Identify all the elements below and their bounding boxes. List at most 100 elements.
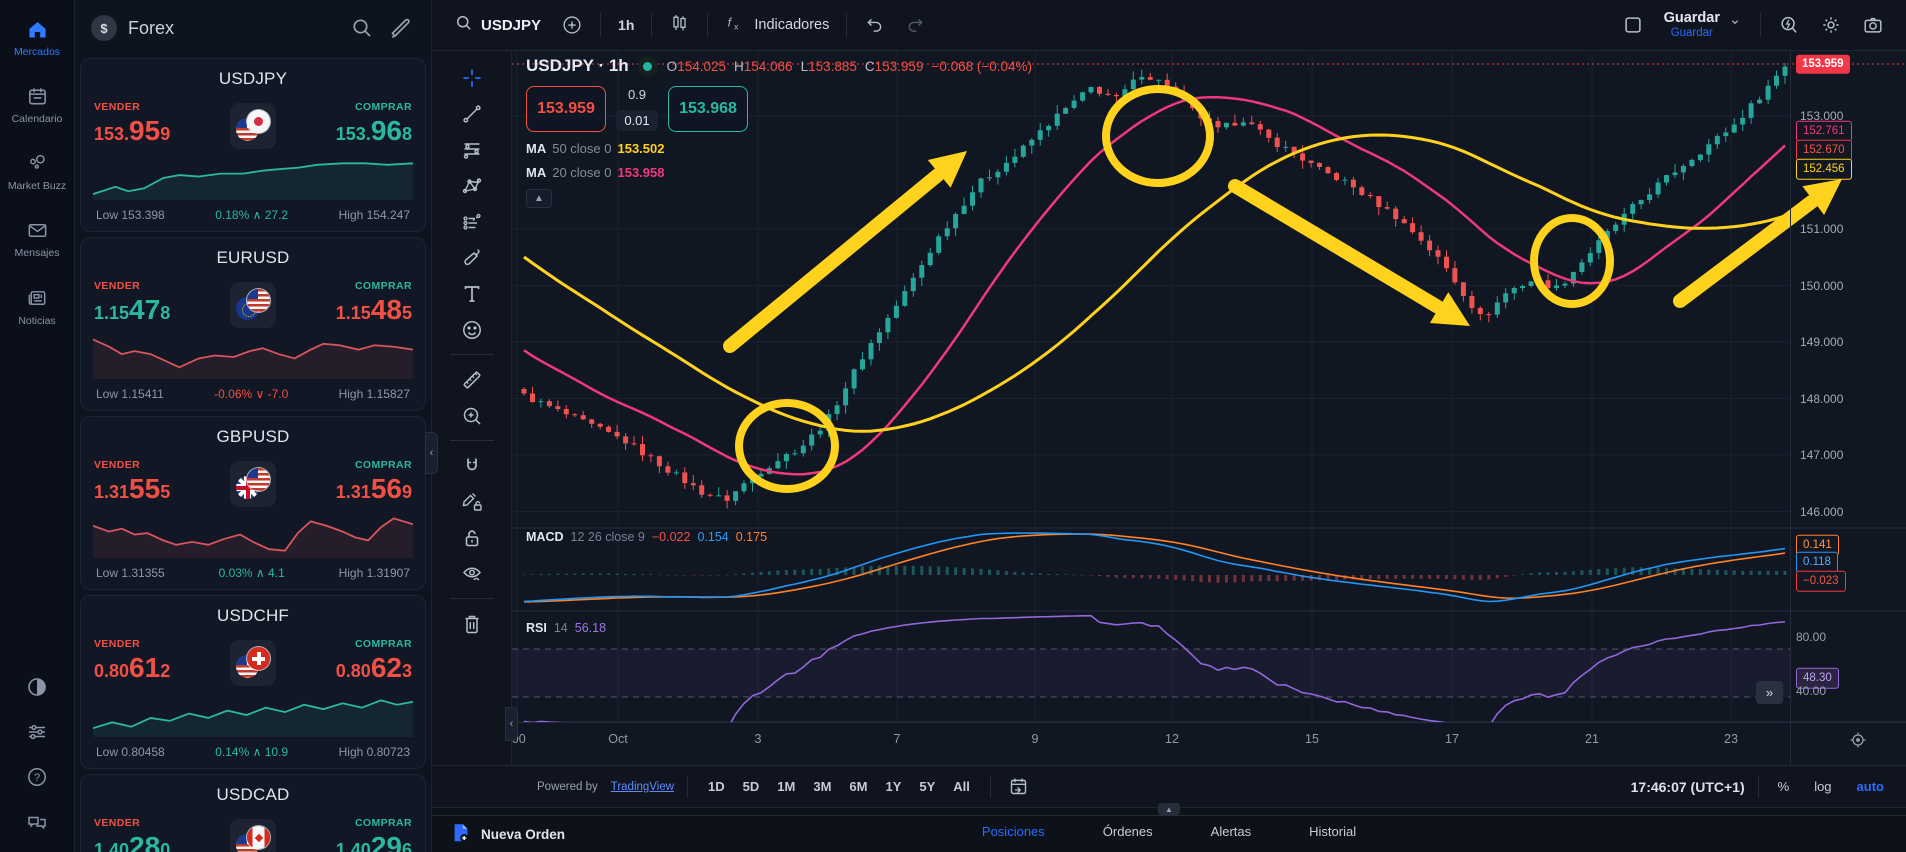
sidebar-item-calendario[interactable]: Calendario [0, 85, 74, 126]
brush-icon[interactable] [454, 241, 490, 274]
interval-button[interactable]: 1h [618, 17, 635, 33]
drawing-toolbar [432, 51, 512, 765]
watchlist-card-EURUSD[interactable]: EURUSD VENDER 1.15478 COMPRAR 1.15485 Low … [80, 237, 426, 411]
buy-quote[interactable]: COMPRAR 0.80623 [294, 634, 412, 686]
sidebar-button-tema[interactable] [21, 671, 53, 703]
price-axis-label: 147.000 [1800, 448, 1844, 462]
sell-label: VENDER [94, 817, 141, 829]
go-to-date-icon[interactable] [1004, 774, 1033, 799]
buy-quote[interactable]: COMPRAR 1.31569 [294, 455, 412, 507]
chart-type-button[interactable] [661, 6, 698, 44]
watchlist-card-USDJPY[interactable]: USDJPY VENDER 153.959 COMPRAR 153.968 Low … [80, 58, 426, 232]
range-button-5D[interactable]: 5D [742, 779, 760, 794]
lock-icon[interactable] [454, 521, 490, 554]
sell-quote[interactable]: VENDER 1.15478 [94, 276, 212, 328]
order-tabs: Posiciones Órdenes Alertas Historial [982, 824, 1356, 839]
tab-alertas[interactable]: Alertas [1210, 824, 1252, 839]
magnet-icon[interactable] [454, 449, 490, 482]
watchlist-card-USDCHF[interactable]: USDCHF VENDER 0.80612 COMPRAR 0.80623 Low … [80, 595, 426, 769]
home-icon [26, 18, 49, 41]
price-axis[interactable]: 153.000 151.000 150.000 149.000 148.000 147.0… [1790, 51, 1906, 765]
sidebar-button-chat[interactable] [21, 806, 53, 838]
svg-text:f: f [728, 15, 733, 29]
forecast-icon[interactable] [454, 205, 490, 238]
eye-hide-icon[interactable] [454, 557, 490, 590]
search-icon[interactable] [348, 14, 376, 42]
range-button-1M[interactable]: 1M [777, 779, 796, 794]
ma20-legend[interactable]: MA 20 close 0 153.958 [526, 165, 665, 180]
chart-stage[interactable]: USDJPY · 1h O154.025 H154.066 L153.885 C… [512, 51, 1906, 765]
auto-scale-button[interactable]: auto [1856, 779, 1884, 794]
emoji-icon[interactable] [454, 313, 490, 346]
price-value: 153.968 [335, 115, 412, 146]
pattern-icon[interactable] [454, 169, 490, 202]
buy-quote[interactable]: COMPRAR 153.968 [294, 97, 412, 149]
camera-icon[interactable] [1854, 8, 1892, 42]
tab-posiciones[interactable]: Posiciones [981, 824, 1045, 839]
buy-quote[interactable]: COMPRAR 1.15485 [294, 276, 412, 328]
range-button-3M[interactable]: 3M [813, 779, 832, 794]
range-button-1Y[interactable]: 1Y [885, 779, 902, 794]
watchlist-card-GBPUSD[interactable]: GBPUSD VENDER 1.31555 COMPRAR 1.31569 Low … [80, 416, 426, 590]
trendline-icon[interactable] [454, 97, 490, 130]
gear-icon[interactable] [1812, 8, 1850, 42]
symbol-search-button[interactable]: USDJPY [446, 7, 549, 44]
sparkline-chart [93, 156, 413, 200]
range-button-6M[interactable]: 6M [849, 779, 868, 794]
sidebar-item-noticias[interactable]: Noticias [0, 287, 74, 328]
buy-quote[interactable]: COMPRAR 1.40296 [294, 813, 412, 852]
edit-icon[interactable] [387, 14, 415, 42]
text-icon[interactable] [454, 277, 490, 310]
rsi-legend[interactable]: RSI 14 56.18 [526, 621, 607, 635]
sidebar-item-mensajes[interactable]: Mensajes [0, 219, 74, 260]
undo-button[interactable] [856, 9, 893, 42]
layout-button[interactable] [1614, 8, 1652, 42]
fib-icon[interactable] [454, 133, 490, 166]
target-icon[interactable] [1848, 730, 1868, 755]
sell-quote[interactable]: VENDER 153.959 [94, 97, 212, 149]
compare-add-button[interactable] [553, 8, 591, 42]
buy-button[interactable]: 153.968 [668, 86, 748, 132]
sell-quote[interactable]: VENDER 1.31555 [94, 455, 212, 507]
price-chart-canvas[interactable] [512, 51, 1906, 722]
sidebar-button-preferencias[interactable] [21, 716, 53, 748]
macd-legend[interactable]: MACD 12 26 close 9 −0.022 0.154 0.175 [526, 530, 768, 544]
price-badge: 0.118 [1796, 551, 1838, 573]
clock-label[interactable]: 17:46:07 (UTC+1) [1630, 778, 1745, 795]
redo-button[interactable] [897, 9, 934, 42]
card-stats: Low 1.31355 0.03% ∧ 4.1 High 1.31907 [96, 566, 410, 580]
ma50-legend[interactable]: MA 50 close 0 153.502 [526, 141, 665, 156]
collapse-legend-button[interactable]: ▲ [526, 189, 552, 208]
sidebar-item-market-buzz[interactable]: Market Buzz [0, 152, 74, 193]
range-button-1D[interactable]: 1D [708, 779, 725, 794]
draw-lock-icon[interactable] [454, 485, 490, 518]
range-button-All[interactable]: All [953, 779, 970, 794]
tradingview-link[interactable]: TradingView [610, 780, 675, 793]
sidebar-button-ayuda[interactable]: ? [21, 761, 53, 793]
zoom-in-icon[interactable] [454, 399, 490, 432]
new-order-button[interactable]: Nueva Orden [450, 822, 565, 847]
legend-symbol[interactable]: USDJPY · 1h [526, 56, 629, 75]
chevrons-right-icon[interactable]: » [1756, 681, 1783, 704]
percent-scale-button[interactable]: % [1777, 779, 1790, 794]
range-button-5Y[interactable]: 5Y [919, 779, 936, 794]
tab-órdenes[interactable]: Órdenes [1102, 824, 1153, 839]
collapse-toolbar-handle[interactable]: ‹ [505, 707, 518, 741]
collapse-watchlist-handle[interactable]: ‹ [425, 432, 438, 474]
sell-button[interactable]: 153.959 [526, 86, 606, 132]
crosshair-icon[interactable] [454, 61, 490, 94]
tab-historial[interactable]: Historial [1309, 824, 1357, 839]
expand-panel-handle[interactable]: ▲ [1158, 803, 1180, 815]
save-layout-button[interactable]: Guardar Guardar [1656, 5, 1751, 46]
ruler-icon[interactable] [454, 363, 490, 396]
price-badge: −0.023 [1796, 570, 1846, 592]
quick-search-button[interactable] [1770, 8, 1808, 42]
sell-quote[interactable]: VENDER 1.40280 [94, 813, 212, 852]
sidebar-item-mercados[interactable]: Mercados [0, 18, 74, 59]
trash-icon[interactable] [454, 607, 490, 640]
sell-quote[interactable]: VENDER 0.80612 [94, 634, 212, 686]
watchlist-card-USDCAD[interactable]: USDCAD VENDER 1.40280 COMPRAR 1.40296 [80, 774, 426, 852]
log-scale-button[interactable]: log [1814, 779, 1832, 794]
